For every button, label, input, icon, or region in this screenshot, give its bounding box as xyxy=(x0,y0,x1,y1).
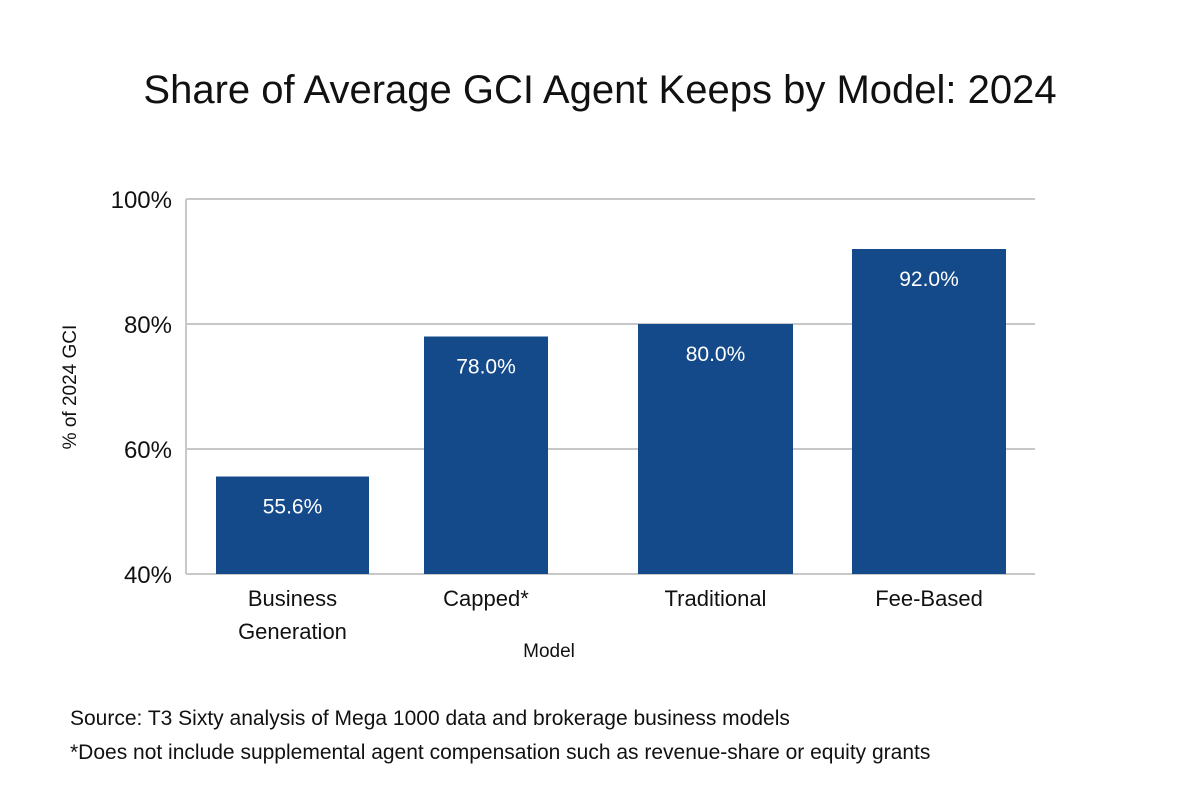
x-tick-label: Traditional xyxy=(665,586,767,611)
bar xyxy=(638,324,793,574)
y-tick-label: 40% xyxy=(124,562,172,589)
y-tick-label: 80% xyxy=(124,312,172,339)
y-axis-label: % of 2024 GCI xyxy=(60,325,81,450)
data-label: 78.0% xyxy=(456,356,516,379)
data-label: 92.0% xyxy=(899,268,959,291)
asterisk-note: *Does not include supplemental agent com… xyxy=(70,741,931,764)
x-tick-label: Generation xyxy=(238,619,347,644)
x-axis-label: Model xyxy=(523,641,575,662)
bar xyxy=(424,336,548,574)
x-tick-label: Business xyxy=(248,586,337,611)
y-tick-label: 100% xyxy=(111,187,172,214)
source-note: Source: T3 Sixty analysis of Mega 1000 d… xyxy=(70,707,790,730)
chart-title: Share of Average GCI Agent Keeps by Mode… xyxy=(143,68,1057,112)
x-tick-label: Fee-Based xyxy=(875,586,983,611)
bar xyxy=(852,249,1006,574)
data-label: 55.6% xyxy=(263,496,323,519)
y-tick-label: 60% xyxy=(124,437,172,464)
bar xyxy=(216,476,369,574)
x-tick-label: Capped* xyxy=(443,586,529,611)
data-label: 80.0% xyxy=(686,343,746,366)
